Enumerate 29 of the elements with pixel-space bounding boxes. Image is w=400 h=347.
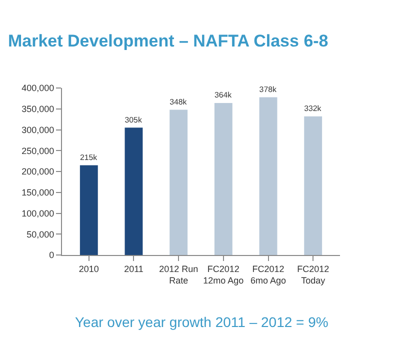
data-label: 215k xyxy=(80,152,98,162)
y-tick-label: 350,000 xyxy=(22,104,54,114)
x-tick-label: 2012 Run Rate xyxy=(159,264,198,286)
x-tick-label: FC2012 12mo Ago xyxy=(203,264,244,286)
y-tick-label: 0 xyxy=(49,250,54,260)
bar xyxy=(214,103,232,255)
x-tick-label: FC2012 6mo Ago xyxy=(250,264,286,286)
y-tick-label: 150,000 xyxy=(22,188,54,198)
data-label: 332k xyxy=(304,104,322,114)
y-tick-label: 50,000 xyxy=(26,229,54,240)
y-tick-label: 100,000 xyxy=(22,208,54,218)
y-tick-label: 400,000 xyxy=(22,83,54,94)
bar xyxy=(124,128,143,255)
bar xyxy=(304,116,322,255)
data-label: 348k xyxy=(170,97,187,106)
x-tick-label: 2010 xyxy=(78,264,99,274)
data-label: 364k xyxy=(214,90,232,100)
chart-title: Market Development – NAFTA Class 6-8 xyxy=(8,32,328,51)
y-tick-label: 200,000 xyxy=(22,166,54,177)
text: Year over year growth 2011 – 2012 = 9% xyxy=(75,314,328,330)
y-tick-label: 250,000 xyxy=(22,146,54,156)
bar xyxy=(259,97,278,255)
x-tick-label: 2011 xyxy=(124,264,144,274)
x-tick-label: FC2012 Today xyxy=(297,264,330,286)
data-label: 305k xyxy=(124,115,142,124)
y-tick-label: 300,000 xyxy=(22,124,54,135)
bar xyxy=(170,110,188,255)
data-label: 378k xyxy=(259,84,276,94)
bar xyxy=(80,165,98,255)
